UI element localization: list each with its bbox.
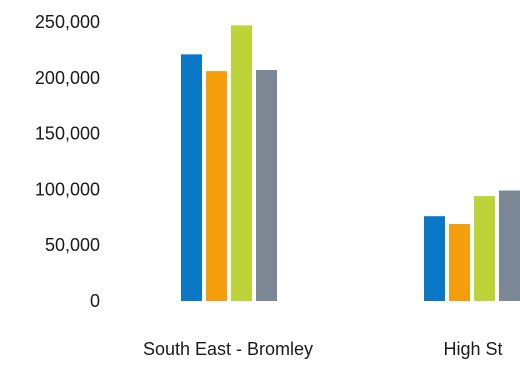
category-labels: South East - Bromley High St <box>143 339 503 359</box>
bar-high-st-3 <box>474 196 495 301</box>
bar-south-east-bromley-1 <box>181 54 202 301</box>
category-label: South East - Bromley <box>143 339 313 359</box>
y-tick-label: 100,000 <box>35 179 100 199</box>
bar-high-st-2 <box>449 223 470 301</box>
bar-south-east-bromley-3 <box>231 25 252 302</box>
bars <box>181 25 520 302</box>
category-label: High St <box>443 339 502 359</box>
y-tick-label: 200,000 <box>35 68 100 88</box>
y-tick-label: 0 <box>90 291 100 311</box>
bar-high-st-4 <box>499 190 520 301</box>
bar-south-east-bromley-2 <box>206 71 227 301</box>
bar-high-st-1 <box>424 216 445 301</box>
bar-south-east-bromley-4 <box>256 69 277 301</box>
y-axis-ticks: 0 50,000 100,000 150,000 200,000 250,000 <box>35 12 100 311</box>
y-tick-label: 250,000 <box>35 12 100 32</box>
y-tick-label: 50,000 <box>45 235 100 255</box>
y-tick-label: 150,000 <box>35 124 100 144</box>
